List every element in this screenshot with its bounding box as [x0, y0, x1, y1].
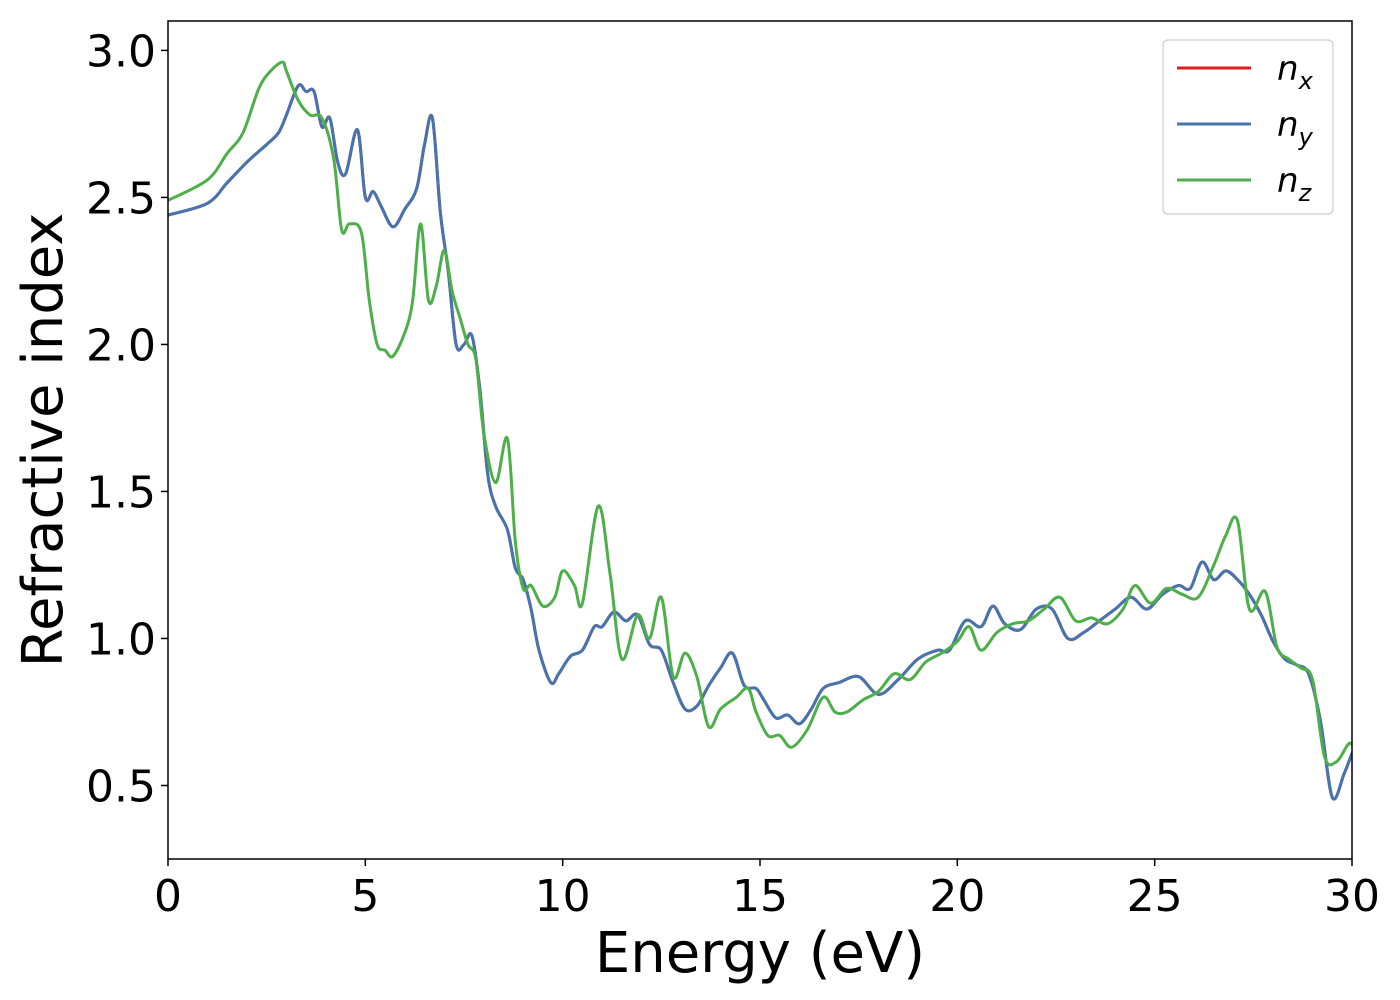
x-tick-label: 5 [351, 871, 379, 922]
x-tick-label: 10 [535, 871, 591, 922]
y-axis-ticks: 0.5 1.0 1.5 2.0 2.5 3.0 [86, 26, 168, 812]
x-axis-title: Energy (eV) [595, 921, 925, 986]
y-tick-label: 2.0 [86, 320, 156, 371]
y-tick-label: 1.5 [86, 467, 156, 518]
x-tick-label: 25 [1127, 871, 1183, 922]
x-tick-label: 0 [154, 871, 182, 922]
x-tick-label: 20 [929, 871, 985, 922]
x-tick-label: 30 [1324, 871, 1380, 922]
y-tick-label: 0.5 [86, 761, 156, 812]
series-layer [168, 60, 1352, 801]
legend: nx ny nz [1162, 39, 1334, 215]
y-tick-label: 1.0 [86, 614, 156, 665]
legend-label-n-y: ny [1277, 105, 1314, 151]
legend-label-n-z: nz [1277, 161, 1313, 207]
series-line-n-z [168, 60, 1352, 767]
y-tick-label: 3.0 [86, 26, 156, 77]
y-tick-label: 2.5 [86, 173, 156, 224]
legend-label-n-x: nx [1277, 49, 1314, 95]
legend-box [1162, 39, 1334, 215]
x-axis-ticks: 0 5 10 15 20 25 30 [154, 859, 1380, 922]
y-axis-title: Refractive index [11, 213, 76, 668]
x-tick-label: 15 [732, 871, 788, 922]
